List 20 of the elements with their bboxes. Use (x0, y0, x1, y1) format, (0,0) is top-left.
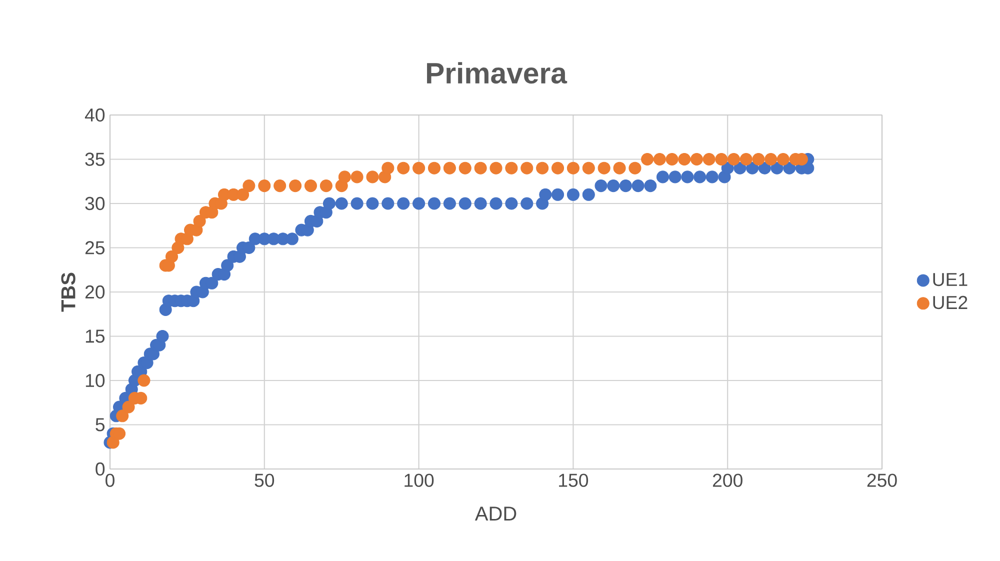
y-tick-label: 40 (84, 108, 105, 122)
legend-label: UE2 (933, 296, 968, 310)
x-axis-title: ADD (474, 506, 516, 521)
x-tick-label: 200 (712, 474, 742, 487)
x-tick-label: 150 (559, 474, 588, 487)
y-tick-label: 25 (85, 241, 105, 254)
y-tick-label: 15 (86, 330, 105, 343)
y-axis-title: TBS (61, 272, 76, 312)
x-tick-label: 100 (404, 474, 434, 487)
y-tick-label: 10 (86, 374, 105, 388)
y-tick-label: 20 (85, 285, 105, 299)
y-tick-label: 0 (96, 462, 105, 476)
x-tick-label: 0 (106, 474, 114, 487)
x-tick-label: 250 (867, 474, 897, 487)
y-tick-label: 30 (85, 196, 105, 210)
y-tick-label: 35 (85, 152, 105, 166)
x-tick-label: 50 (254, 474, 274, 487)
chart-title: Primavera (427, 62, 568, 84)
legend-label: UE1 (933, 273, 968, 286)
y-tick-label: 5 (96, 418, 105, 432)
